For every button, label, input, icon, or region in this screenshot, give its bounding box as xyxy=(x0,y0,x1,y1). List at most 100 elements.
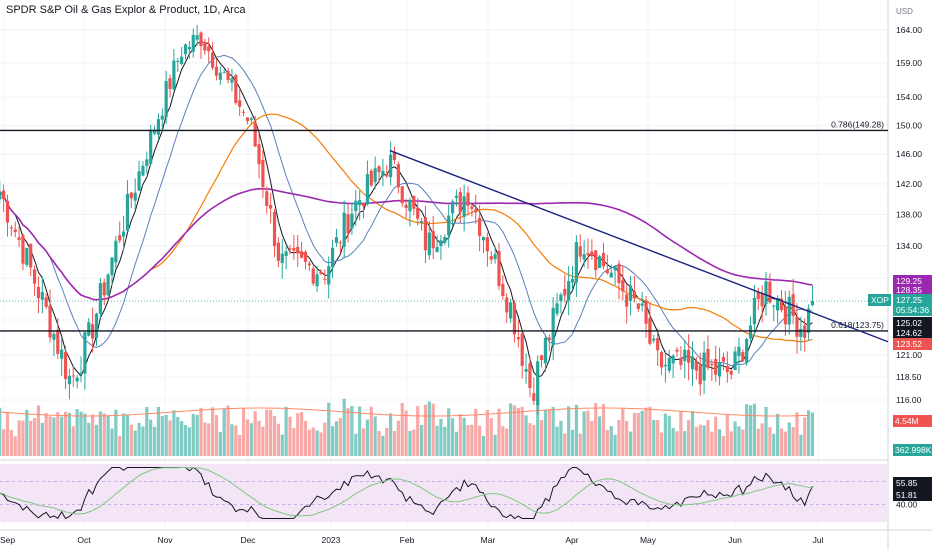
volume-bar xyxy=(288,416,292,456)
candle-body xyxy=(265,191,269,206)
volume-bar xyxy=(9,430,13,456)
candle-body xyxy=(621,280,625,292)
candle-body xyxy=(106,274,110,296)
volume-bar xyxy=(307,429,311,456)
candle-body xyxy=(636,303,640,309)
volume-bar xyxy=(87,422,91,456)
candle-body xyxy=(748,325,753,339)
volume-bar xyxy=(330,426,335,456)
volume-bar xyxy=(625,420,629,456)
volume-bar xyxy=(543,409,548,456)
candle-body xyxy=(659,352,664,368)
candle-body xyxy=(98,283,102,314)
volume-bar xyxy=(516,407,520,456)
volume-bar xyxy=(795,412,799,456)
volume-bar xyxy=(60,416,64,456)
volume-bar xyxy=(83,413,87,456)
volume-bar xyxy=(354,433,358,456)
volume-bar xyxy=(601,404,606,456)
candle-body xyxy=(733,351,737,370)
candle-body xyxy=(443,236,447,243)
volume-bar xyxy=(373,416,377,456)
candle-body xyxy=(737,346,741,357)
volume-bar xyxy=(508,403,513,456)
volume-bar xyxy=(137,422,141,456)
candle-body xyxy=(71,375,75,377)
volume-bar xyxy=(435,425,439,456)
candle-body xyxy=(613,265,617,271)
candle-body xyxy=(83,332,87,374)
candle-body xyxy=(5,200,10,223)
candle-body xyxy=(594,250,598,270)
volume-bar xyxy=(419,425,424,456)
volume-bar xyxy=(474,408,478,456)
rsi-pane xyxy=(0,466,888,520)
time-tick: Mar xyxy=(481,535,496,545)
volume-bar xyxy=(180,421,184,456)
candle-body xyxy=(207,46,211,52)
candle-body xyxy=(114,240,118,263)
volume-bar xyxy=(172,410,176,456)
volume-bar xyxy=(621,408,625,456)
candle-body xyxy=(412,196,416,209)
candle-body xyxy=(334,237,339,243)
volume-bar xyxy=(29,420,33,456)
candle-body xyxy=(710,363,714,365)
candle-body xyxy=(315,274,319,287)
volume-bar xyxy=(377,430,381,456)
volume-bar xyxy=(799,434,803,456)
candles[interactable] xyxy=(0,24,815,415)
candle-body xyxy=(63,351,68,380)
candle-body xyxy=(40,292,44,300)
volume-bar xyxy=(40,422,44,456)
candle-body xyxy=(497,250,501,287)
candle-body xyxy=(721,357,726,362)
volume-bar xyxy=(687,419,691,456)
volume-bar xyxy=(230,424,234,456)
volume-bar xyxy=(447,408,451,456)
candle-body xyxy=(520,333,524,366)
price-axis: USD 164.00 159.00 154.00 150.00 146.00 142.00 1… xyxy=(896,7,922,510)
candle-body xyxy=(698,365,702,385)
volume-bar xyxy=(296,413,300,456)
volume-bar xyxy=(536,396,540,456)
time-tick: Dec xyxy=(240,535,256,545)
rsi-tag-label: 55.85 xyxy=(896,478,918,488)
volume-bar xyxy=(609,426,613,456)
candle-body xyxy=(776,298,780,311)
volume-bar xyxy=(207,423,211,456)
candle-body xyxy=(226,70,230,81)
currency-label: USD xyxy=(896,7,913,16)
volume-bar xyxy=(810,412,815,456)
candle-body xyxy=(214,66,219,76)
candle-body xyxy=(149,129,153,164)
candle-body xyxy=(288,248,292,250)
candle-body xyxy=(129,192,133,199)
candle-body xyxy=(609,272,613,278)
volume-bar xyxy=(563,433,567,456)
price-tick: 138.00 xyxy=(896,209,922,219)
candle-body xyxy=(230,78,234,83)
volume-bar xyxy=(412,429,416,456)
volume-bar xyxy=(241,407,246,456)
volume-bar xyxy=(439,418,443,456)
volume-bar xyxy=(234,425,238,456)
candle-body xyxy=(806,308,811,333)
candle-body xyxy=(110,257,114,276)
candle-body xyxy=(361,202,366,207)
candle-body xyxy=(377,166,381,173)
candle-body xyxy=(601,253,606,267)
volume-bar xyxy=(218,432,222,456)
candle-body xyxy=(44,297,48,307)
candle-body xyxy=(810,301,815,306)
candle-body xyxy=(512,303,517,335)
volume-bar xyxy=(238,434,242,456)
candle-body xyxy=(702,352,706,381)
volume-bar xyxy=(644,407,648,456)
volume-bar xyxy=(787,422,791,456)
price-tag-label: 124.62 xyxy=(896,328,922,338)
volume-bar xyxy=(396,420,400,456)
volume-bar xyxy=(617,419,621,456)
price-tag-bg xyxy=(893,304,932,316)
